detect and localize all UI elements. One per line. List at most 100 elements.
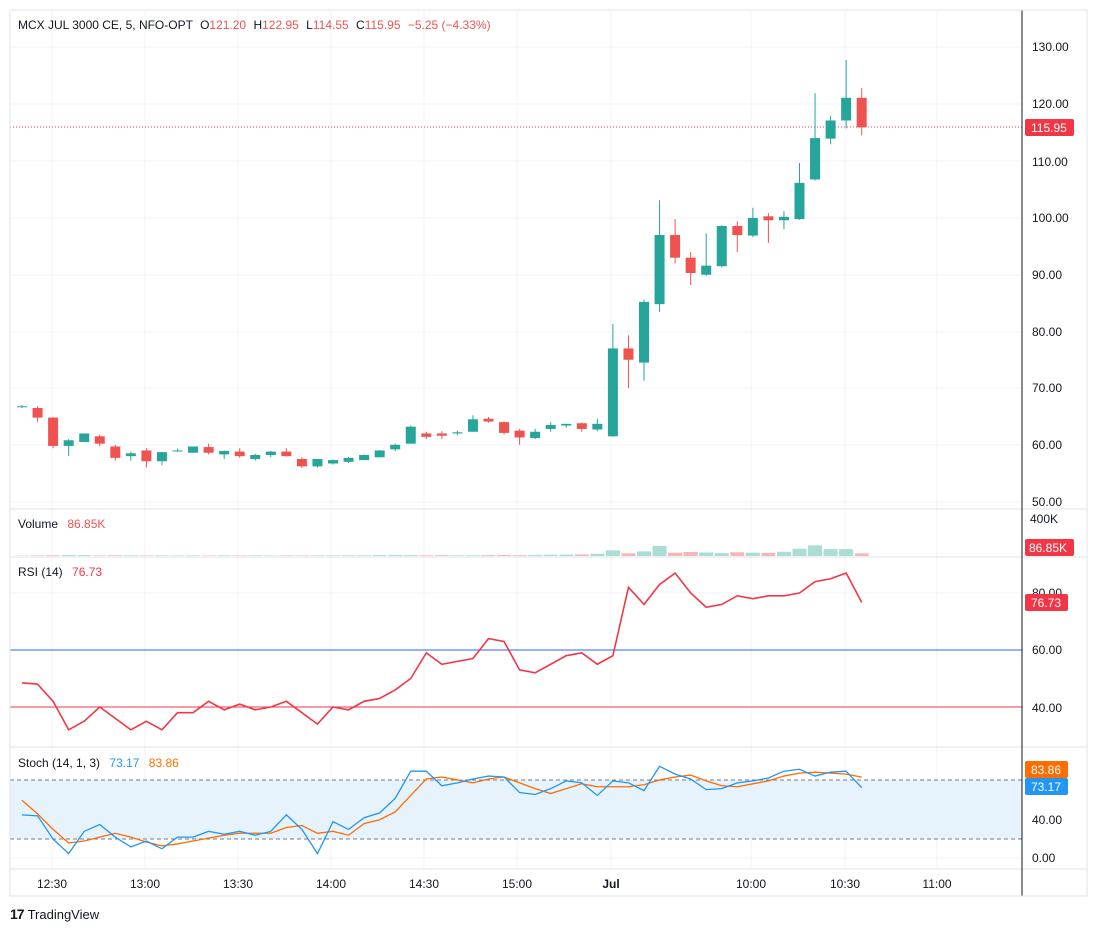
volume-bar: [481, 555, 496, 556]
rsi-axis-tick: 40.00: [1032, 701, 1062, 715]
candle-body: [778, 216, 789, 221]
candle-body: [48, 417, 59, 446]
high-value: 122.95: [262, 18, 299, 32]
time-tick: 11:00: [922, 877, 951, 891]
volume-bar: [761, 552, 776, 556]
candle-body: [296, 458, 307, 467]
candle-body: [374, 450, 385, 458]
time-tick: 15:00: [502, 877, 532, 891]
candle-body: [17, 406, 27, 408]
candle-body: [763, 216, 774, 221]
candle-body: [670, 235, 681, 258]
candle-body: [639, 301, 649, 363]
time-tick: 12:30: [37, 877, 67, 891]
candle-body: [343, 457, 354, 462]
volume-bar: [248, 555, 263, 556]
stoch-axis-tick: 0.00: [1032, 851, 1056, 865]
volume-bar: [652, 546, 667, 556]
time-tick: 10:30: [830, 877, 860, 891]
stoch-axis-tick: 40.00: [1032, 813, 1062, 827]
candle-body: [250, 455, 261, 459]
stoch-legend: Stoch (14, 1, 3) 73.17 83.86: [18, 756, 179, 770]
price-pane[interactable]: [10, 59, 1022, 469]
stoch-k-line: [21, 765, 863, 855]
price-tick: 100.00: [1032, 211, 1069, 225]
candle-body: [405, 426, 416, 444]
tradingview-brand[interactable]: 17 TradingView: [10, 905, 99, 923]
price-tick: 70.00: [1032, 381, 1062, 395]
volume-bar: [46, 555, 61, 556]
stoch-k-badge-label: 73.17: [1031, 780, 1061, 794]
volume-bar: [637, 551, 651, 556]
rsi-label: RSI (14): [18, 565, 63, 579]
volume-bar: [434, 555, 449, 556]
stoch-d-line: [21, 771, 862, 847]
volume-bar: [574, 554, 589, 556]
time-tick: 14:30: [409, 877, 439, 891]
volume-bar: [357, 555, 372, 556]
stoch-k-badge: [1025, 778, 1068, 795]
volume-bar: [92, 555, 107, 556]
volume-bar: [310, 555, 325, 556]
candle-body: [421, 433, 432, 437]
volume-pane[interactable]: [15, 545, 869, 556]
price-tick: 110.00: [1032, 155, 1068, 169]
time-tick: 10:00: [736, 877, 766, 891]
candle-body: [452, 432, 463, 434]
price-tick: 60.00: [1032, 438, 1062, 452]
low-label: L: [306, 18, 313, 32]
volume-bar: [61, 554, 76, 556]
candle-body: [654, 235, 665, 305]
volume-bar: [776, 551, 791, 556]
candle-body: [79, 433, 90, 442]
stoch-d-badge: [1025, 761, 1068, 778]
volume-bar: [543, 554, 558, 556]
volume-bar: [30, 555, 45, 556]
candle-body: [265, 451, 276, 456]
rsi-pane[interactable]: [10, 571, 1022, 731]
candle-body: [685, 257, 696, 273]
time-axis[interactable]: 12:30 13:00 13:30 14:00 14:30 15:00 Jul …: [37, 877, 952, 891]
candle-body: [561, 423, 572, 426]
price-tick: 90.00: [1032, 268, 1062, 282]
stoch-d-value: 83.86: [149, 756, 179, 770]
volume-bar: [186, 555, 201, 556]
volume-bar: [745, 552, 760, 556]
rsi-badge-label: 76.73: [1031, 596, 1061, 610]
volume-bar: [108, 555, 123, 556]
candle-body: [172, 450, 183, 452]
volume-bar: [217, 555, 232, 556]
tradingview-logo-icon: 17: [10, 906, 25, 922]
volume-bar: [279, 555, 294, 556]
price-tick: 50.00: [1032, 495, 1062, 509]
candle-body: [514, 430, 525, 438]
high-label: H: [253, 18, 262, 32]
candle-body: [545, 424, 556, 429]
candle-body: [794, 182, 805, 220]
volume-bar: [730, 552, 745, 556]
candle-body: [219, 451, 230, 455]
price-tick: 130.00: [1032, 40, 1069, 54]
candle-body: [576, 423, 587, 429]
volume-axis-tick: 400K: [1030, 512, 1058, 526]
volume-bar: [668, 552, 683, 556]
volume-bar: [559, 554, 574, 556]
price-axis[interactable]: 130.00 120.00 110.00 100.00 90.00 80.00 …: [1032, 40, 1069, 509]
candle-body: [328, 460, 338, 464]
candle-body: [203, 447, 214, 453]
rsi-value: 76.73: [72, 565, 102, 579]
volume-label: Volume: [18, 517, 58, 531]
candle-body: [359, 455, 370, 461]
candle-body: [32, 407, 43, 418]
last-price-badge: [1025, 119, 1074, 136]
volume-bar: [699, 552, 714, 556]
rsi-legend: RSI (14) 76.73: [18, 565, 102, 579]
candlesticks: [17, 59, 867, 469]
stoch-pane[interactable]: [10, 765, 1022, 855]
volume-bar: [528, 554, 543, 556]
open-label: O: [200, 18, 209, 32]
last-price-label: 115.95: [1031, 121, 1067, 135]
rsi-line: [21, 571, 863, 731]
volume-bar: [512, 555, 527, 556]
